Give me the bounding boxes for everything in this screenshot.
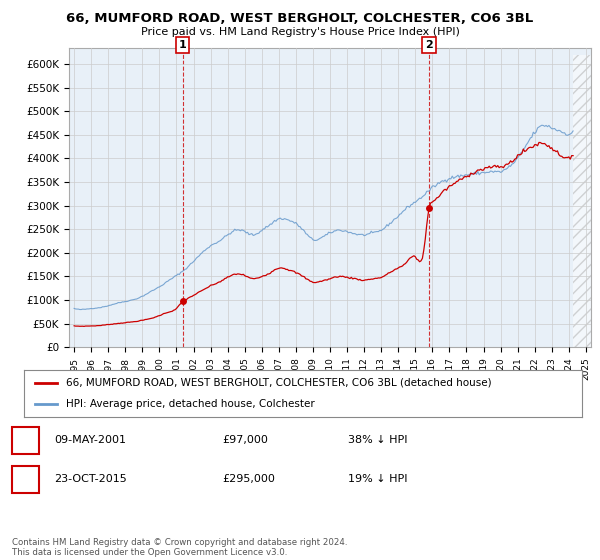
Text: 09-MAY-2001: 09-MAY-2001 bbox=[54, 435, 126, 445]
Text: 1: 1 bbox=[21, 433, 30, 446]
Text: 23-OCT-2015: 23-OCT-2015 bbox=[54, 474, 127, 484]
Text: HPI: Average price, detached house, Colchester: HPI: Average price, detached house, Colc… bbox=[66, 399, 314, 409]
Text: £97,000: £97,000 bbox=[222, 435, 268, 445]
Text: 66, MUMFORD ROAD, WEST BERGHOLT, COLCHESTER, CO6 3BL (detached house): 66, MUMFORD ROAD, WEST BERGHOLT, COLCHES… bbox=[66, 378, 491, 388]
Text: Contains HM Land Registry data © Crown copyright and database right 2024.
This d: Contains HM Land Registry data © Crown c… bbox=[12, 538, 347, 557]
Text: 2: 2 bbox=[21, 472, 30, 486]
Text: 19% ↓ HPI: 19% ↓ HPI bbox=[348, 474, 407, 484]
Text: 1: 1 bbox=[179, 40, 187, 50]
Text: 66, MUMFORD ROAD, WEST BERGHOLT, COLCHESTER, CO6 3BL: 66, MUMFORD ROAD, WEST BERGHOLT, COLCHES… bbox=[67, 12, 533, 25]
Text: £295,000: £295,000 bbox=[222, 474, 275, 484]
Text: Price paid vs. HM Land Registry's House Price Index (HPI): Price paid vs. HM Land Registry's House … bbox=[140, 27, 460, 37]
Text: 38% ↓ HPI: 38% ↓ HPI bbox=[348, 435, 407, 445]
Text: 2: 2 bbox=[425, 40, 433, 50]
Bar bbox=[573, 55, 595, 347]
